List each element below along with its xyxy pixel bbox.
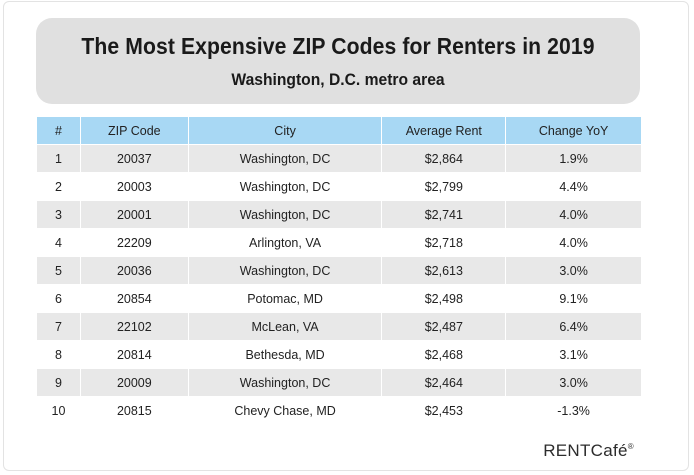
- rent-cell: $2,718: [381, 228, 507, 257]
- zip-cell: 20854: [79, 284, 189, 313]
- table-row: 1 20037 Washington, DC $2,864 1.9%: [36, 144, 642, 173]
- table-row: 2 20003 Washington, DC $2,799 4.4%: [36, 172, 642, 201]
- table-row: 6 20854 Potomac, MD $2,498 9.1%: [36, 284, 642, 313]
- rent-cell: $2,487: [381, 312, 507, 341]
- zip-cell: 20001: [79, 200, 189, 229]
- table-row: 9 20009 Washington, DC $2,464 3.0%: [36, 368, 642, 397]
- registered-mark: ®: [627, 442, 634, 451]
- city-cell: Washington, DC: [187, 256, 383, 285]
- change-cell: 6.4%: [505, 312, 642, 341]
- rank-cell: 5: [36, 256, 81, 285]
- change-cell: -1.3%: [505, 396, 642, 425]
- change-cell: 4.0%: [505, 228, 642, 257]
- zip-cell: 20036: [79, 256, 189, 285]
- logo-text: RENTCafé: [543, 441, 628, 460]
- rank-cell: 4: [36, 228, 81, 257]
- zip-cell: 20009: [79, 368, 189, 397]
- rank-cell: 9: [36, 368, 81, 397]
- rank-cell: 7: [36, 312, 81, 341]
- zip-cell: 22209: [79, 228, 189, 257]
- change-cell: 4.0%: [505, 200, 642, 229]
- city-cell: Washington, DC: [187, 172, 383, 201]
- rank-cell: 1: [36, 144, 81, 173]
- column-header-average-rent: Average Rent: [381, 116, 507, 145]
- rank-cell: 2: [36, 172, 81, 201]
- table-row: 10 20815 Chevy Chase, MD $2,453 -1.3%: [36, 396, 642, 425]
- rent-table: # ZIP Code City Average Rent Change YoY …: [36, 116, 642, 425]
- column-header-zip: ZIP Code: [79, 116, 189, 145]
- table-row: 8 20814 Bethesda, MD $2,468 3.1%: [36, 340, 642, 369]
- city-cell: Chevy Chase, MD: [187, 396, 383, 425]
- city-cell: Potomac, MD: [187, 284, 383, 313]
- column-header-change-yoy: Change YoY: [505, 116, 642, 145]
- rent-cell: $2,468: [381, 340, 507, 369]
- table-row: 5 20036 Washington, DC $2,613 3.0%: [36, 256, 642, 285]
- change-cell: 4.4%: [505, 172, 642, 201]
- change-cell: 3.1%: [505, 340, 642, 369]
- title-banner: The Most Expensive ZIP Codes for Renters…: [36, 18, 640, 104]
- zip-cell: 20815: [79, 396, 189, 425]
- rank-cell: 8: [36, 340, 81, 369]
- table-header-row: # ZIP Code City Average Rent Change YoY: [36, 116, 642, 145]
- image-frame: [3, 1, 689, 471]
- zip-cell: 20003: [79, 172, 189, 201]
- city-cell: Arlington, VA: [187, 228, 383, 257]
- change-cell: 3.0%: [505, 368, 642, 397]
- city-cell: Washington, DC: [187, 368, 383, 397]
- change-cell: 9.1%: [505, 284, 642, 313]
- column-header-rank: #: [36, 116, 81, 145]
- rent-cell: $2,613: [381, 256, 507, 285]
- rent-cell: $2,799: [381, 172, 507, 201]
- zip-cell: 20814: [79, 340, 189, 369]
- rent-cell: $2,453: [381, 396, 507, 425]
- zip-cell: 22102: [79, 312, 189, 341]
- rank-cell: 10: [36, 396, 81, 425]
- city-cell: Washington, DC: [187, 200, 383, 229]
- rent-cell: $2,498: [381, 284, 507, 313]
- table-row: 3 20001 Washington, DC $2,741 4.0%: [36, 200, 642, 229]
- zip-cell: 20037: [79, 144, 189, 173]
- change-cell: 1.9%: [505, 144, 642, 173]
- city-cell: McLean, VA: [187, 312, 383, 341]
- column-header-city: City: [187, 116, 383, 145]
- rentcafe-logo: RENTCafé®: [543, 441, 634, 461]
- rent-cell: $2,741: [381, 200, 507, 229]
- rent-cell: $2,864: [381, 144, 507, 173]
- change-cell: 3.0%: [505, 256, 642, 285]
- city-cell: Washington, DC: [187, 144, 383, 173]
- rent-cell: $2,464: [381, 368, 507, 397]
- rank-cell: 3: [36, 200, 81, 229]
- table-row: 4 22209 Arlington, VA $2,718 4.0%: [36, 228, 642, 257]
- table-row: 7 22102 McLean, VA $2,487 6.4%: [36, 312, 642, 341]
- page-title: The Most Expensive ZIP Codes for Renters…: [81, 33, 595, 59]
- city-cell: Bethesda, MD: [187, 340, 383, 369]
- rank-cell: 6: [36, 284, 81, 313]
- page-subtitle: Washington, D.C. metro area: [231, 70, 445, 89]
